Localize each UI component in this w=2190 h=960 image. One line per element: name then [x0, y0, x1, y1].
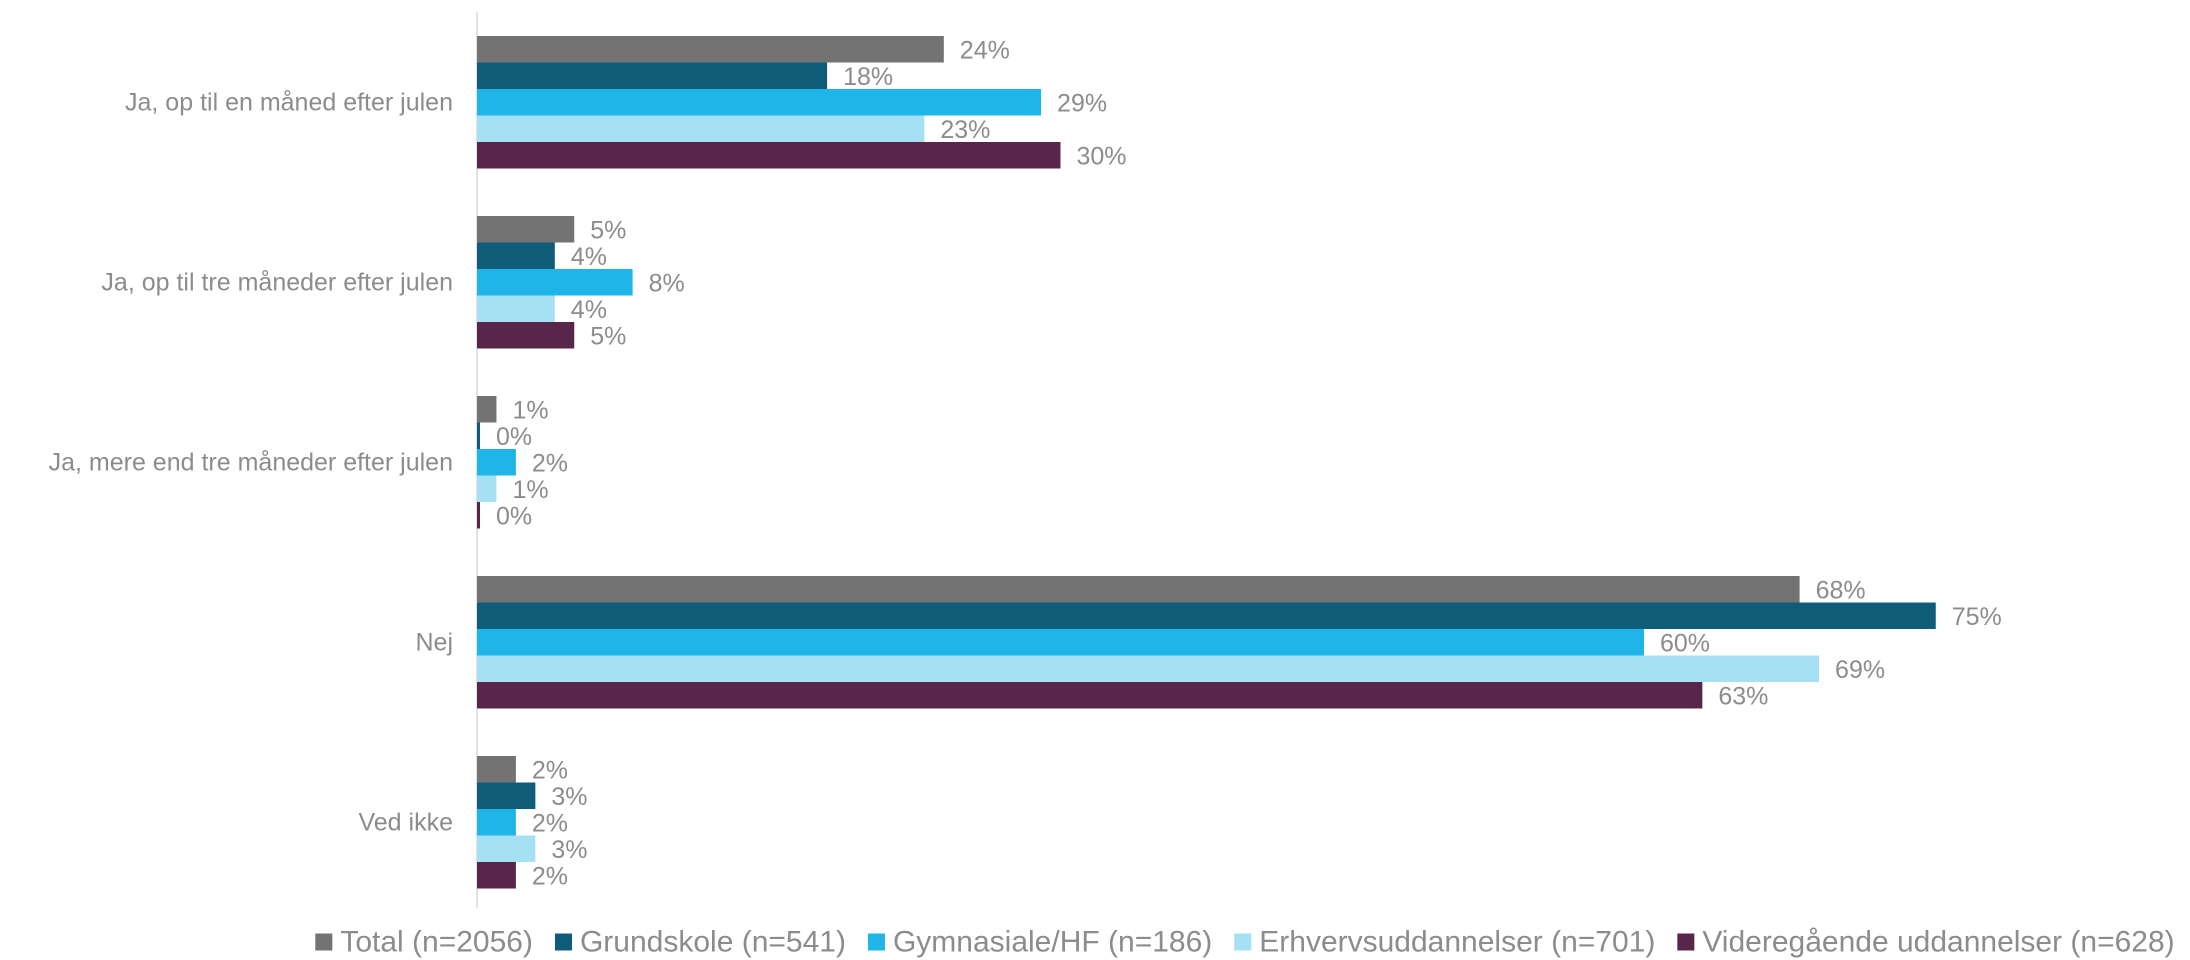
- legend-swatch: [315, 933, 333, 951]
- bar: [477, 142, 1061, 169]
- legend-entry: Total (n=2056): [340, 926, 533, 959]
- bar: [477, 809, 516, 836]
- data-label: 0%: [496, 502, 532, 530]
- bar: [477, 682, 1703, 709]
- data-label: 2%: [532, 449, 568, 477]
- bar: [477, 655, 1820, 682]
- bar: [477, 36, 944, 63]
- data-label: 2%: [532, 862, 568, 890]
- legend-entry: Erhvervsuddannelser (n=701): [1259, 926, 1655, 959]
- legend-entry: Videregående uddannelser (n=628): [1702, 926, 2174, 959]
- bar: [477, 862, 516, 889]
- legend-entry: Gymnasiale/HF (n=186): [893, 926, 1212, 959]
- data-label: 68%: [1816, 576, 1866, 604]
- data-label: 1%: [512, 396, 548, 424]
- bar: [477, 475, 497, 502]
- bar: [477, 756, 516, 783]
- data-label: 4%: [571, 243, 607, 271]
- bar: [477, 576, 1800, 603]
- data-label: 24%: [960, 36, 1010, 64]
- category-label: Ja, op til tre måneder efter julen: [101, 268, 453, 296]
- category-label: Ved ikke: [358, 808, 453, 836]
- data-label: 3%: [551, 783, 587, 811]
- data-label: 4%: [571, 296, 607, 324]
- bar: [477, 835, 536, 862]
- legend-entry: Grundskole (n=541): [580, 926, 846, 959]
- bar: [477, 602, 1936, 629]
- data-label: 3%: [551, 836, 587, 864]
- bar: [477, 216, 575, 243]
- category-label: Ja, mere end tre måneder efter julen: [49, 448, 453, 476]
- bar: [477, 115, 925, 142]
- data-label: 30%: [1077, 142, 1127, 170]
- bar: [477, 295, 555, 322]
- bar: [477, 62, 828, 89]
- legend-swatch: [867, 933, 885, 951]
- data-label: 75%: [1952, 603, 2002, 631]
- data-label: 5%: [590, 322, 626, 350]
- bar: [477, 322, 575, 349]
- bar: [477, 449, 516, 476]
- category-label: Nej: [415, 628, 453, 656]
- data-label: 8%: [649, 269, 685, 297]
- data-label: 23%: [940, 116, 990, 144]
- legend-swatch: [1234, 933, 1252, 951]
- legend-swatch: [1677, 933, 1695, 951]
- data-label: 0%: [496, 423, 532, 451]
- data-label: 5%: [590, 216, 626, 244]
- data-label: 29%: [1057, 89, 1107, 117]
- bar: [477, 89, 1042, 116]
- data-label: 63%: [1718, 682, 1768, 710]
- data-label: 69%: [1835, 656, 1885, 684]
- data-label: 60%: [1660, 629, 1710, 657]
- bar: [477, 502, 480, 529]
- bar: [477, 782, 536, 809]
- category-label: Ja, op til en måned efter julen: [125, 88, 453, 116]
- bar: [477, 269, 633, 296]
- data-label: 1%: [512, 476, 548, 504]
- data-label: 2%: [532, 756, 568, 784]
- bar: [477, 422, 480, 449]
- data-label: 2%: [532, 809, 568, 837]
- legend-swatch: [554, 933, 572, 951]
- bar: [477, 242, 555, 269]
- data-label: 18%: [843, 63, 893, 91]
- bar: [477, 629, 1644, 656]
- bar: [477, 396, 497, 423]
